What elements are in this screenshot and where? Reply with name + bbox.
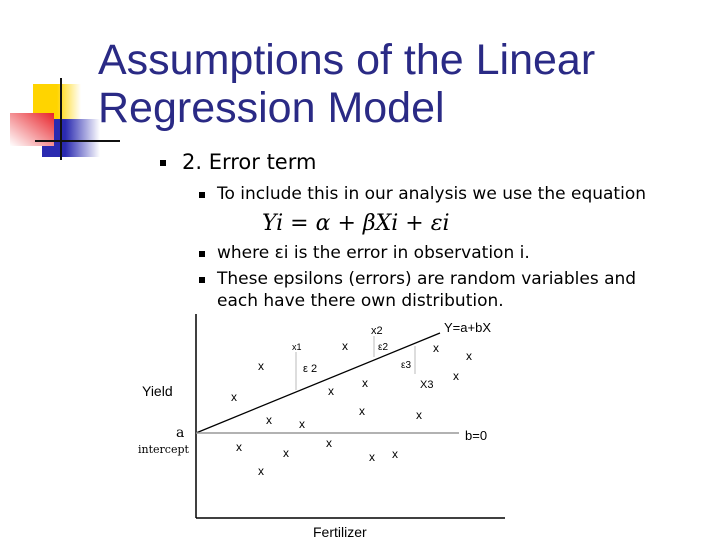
label-epsilon-2b: ε2 — [378, 342, 388, 353]
bullet-icon — [199, 192, 205, 198]
sub-bullet-equation-intro: To include this in our analysis we use t… — [217, 184, 646, 204]
data-point-mark: x — [266, 413, 272, 427]
intercept-a: a — [176, 425, 184, 441]
data-point-mark: x — [433, 341, 439, 355]
label-epsilon-2a: ε 2 — [303, 363, 317, 375]
data-point-mark: x — [258, 359, 264, 373]
data-point-mark: x — [283, 446, 289, 460]
data-point-mark: x — [299, 417, 305, 431]
data-point-mark: x — [392, 447, 398, 461]
regression-label: Y=a+bX — [444, 320, 491, 335]
sub-bullet-error-definition: where εi is the error in observation i. — [217, 243, 530, 263]
data-point-mark: x — [369, 450, 375, 464]
data-point-mark: x — [453, 369, 459, 383]
title-line-1: Assumptions of the Linear — [98, 36, 596, 84]
data-point-mark: x — [342, 339, 348, 353]
bullet-icon — [199, 251, 205, 257]
slide-logo-decoration — [10, 78, 120, 160]
x-axis-label: Fertilizer — [313, 524, 367, 540]
data-point-mark: x — [326, 436, 332, 450]
regression-equation: Yi = α + βXi + εi — [262, 211, 450, 236]
data-point-mark: x — [416, 408, 422, 422]
data-point-mark: x — [466, 349, 472, 363]
data-point-mark: x — [236, 440, 242, 454]
label-x3: X3 — [420, 379, 433, 391]
sub-bullet-epsilons: These epsilons (errors) are random varia… — [217, 269, 637, 289]
data-point-mark: x — [231, 390, 237, 404]
title-line-2: Regression Model — [98, 84, 445, 132]
label-x2: x2 — [371, 325, 383, 337]
data-point-mark: x — [362, 376, 368, 390]
sub-bullet-epsilons-cont: each have there own distribution. — [217, 291, 504, 311]
regression-line — [195, 332, 441, 434]
data-point-mark: x — [328, 384, 334, 398]
slide-title: Assumptions of the Linear Regression Mod… — [98, 36, 595, 132]
zero-slope-label: b=0 — [465, 428, 487, 443]
data-point-mark: x — [258, 464, 264, 478]
label-epsilon-3: ε3 — [401, 360, 411, 371]
y-axis-label: Yield — [142, 383, 173, 399]
bullet-icon — [160, 160, 166, 166]
label-x1: x1 — [292, 342, 302, 352]
data-point-mark: x — [359, 404, 365, 418]
bullet-icon — [199, 277, 205, 283]
intercept-label: intercept — [138, 443, 190, 456]
bullet-error-term: 2. Error term — [182, 150, 317, 174]
